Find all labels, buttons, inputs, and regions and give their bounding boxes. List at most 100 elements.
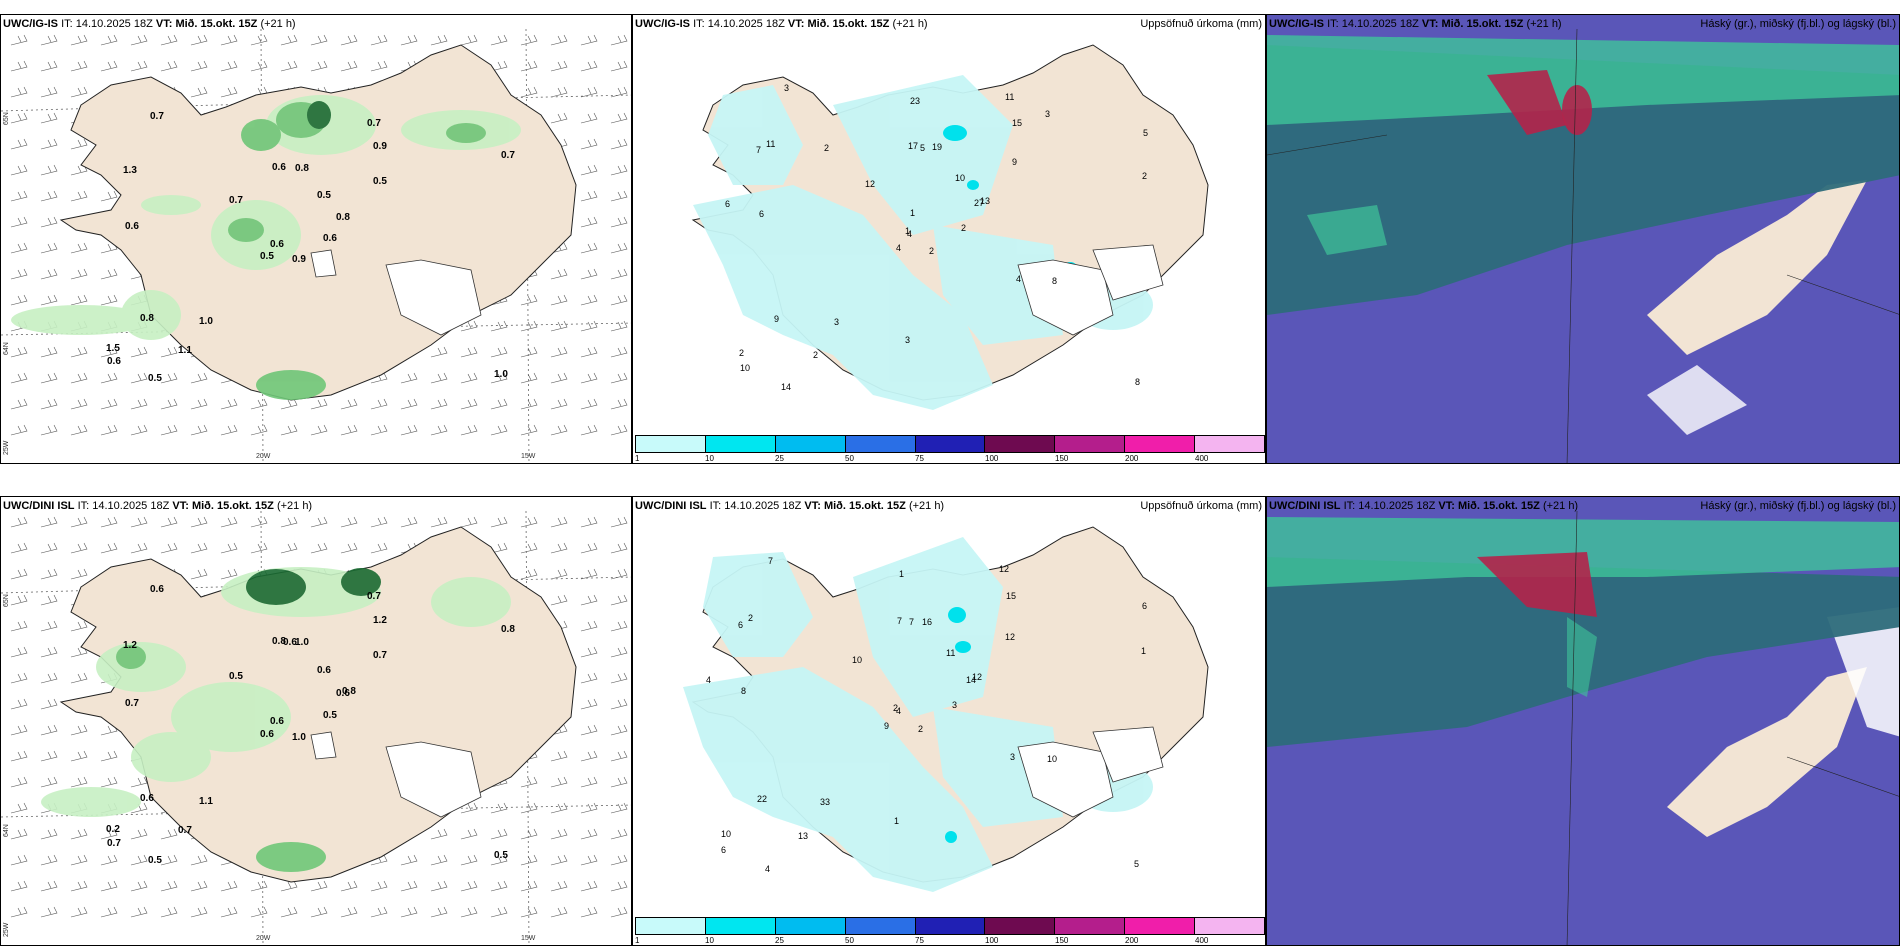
colorbar-label: 10 [705, 454, 714, 463]
map-panel-precip-bottom: UWC/DINI ISL IT: 14.10.2025 18Z VT: Mið.… [632, 496, 1266, 946]
wind-barb [250, 424, 268, 436]
value-label: 8 [1135, 377, 1140, 387]
wind-barb [130, 398, 148, 410]
wind-barb [430, 880, 448, 892]
wind-barb [580, 346, 598, 358]
colorbar-labels: 1 10 25 50 75 100 150 200 400 [635, 454, 1265, 463]
wind-barb [10, 268, 28, 280]
value-label: 16 [922, 617, 932, 627]
wind-barb [310, 424, 328, 436]
panel-title: UWC/DINI ISL IT: 14.10.2025 18Z VT: Mið.… [635, 500, 945, 512]
colorbar-label: 150 [1055, 936, 1069, 945]
wind-barb [280, 60, 298, 72]
wind-barb [520, 776, 538, 788]
value-label: 2 [824, 143, 829, 153]
value-label: 10 [740, 363, 750, 373]
wind-barb [100, 398, 118, 410]
wind-barb [100, 346, 118, 358]
wind-barb [100, 424, 118, 436]
value-label: 2 [918, 724, 923, 734]
wind-barb [40, 242, 58, 254]
wind-barb [310, 542, 328, 554]
wind-barb [580, 776, 598, 788]
wind-barb [400, 854, 418, 866]
wind-barb [10, 372, 28, 384]
wind-barb [70, 34, 88, 46]
value-label: 0.5 [494, 850, 508, 861]
wind-barb [40, 34, 58, 46]
wind-barb [70, 724, 88, 736]
wind-barb [370, 516, 388, 528]
wind-barb [40, 516, 58, 528]
value-label: 6 [1142, 601, 1147, 611]
wind-barb [40, 164, 58, 176]
colorbar-segment [636, 918, 706, 934]
wind-barb [10, 568, 28, 580]
colorbar-segment [985, 436, 1056, 452]
wind-barb [130, 60, 148, 72]
wind-barb [490, 372, 508, 384]
wind-barb [340, 516, 358, 528]
value-label: 0.6 [150, 584, 164, 595]
glaciers [310, 249, 482, 336]
value-label: 0.5 [317, 190, 331, 201]
wind-barb [430, 34, 448, 46]
wind-barb [460, 372, 478, 384]
colorbar-label: 1 [635, 454, 640, 463]
wind-barb [610, 880, 628, 892]
wind-barb [490, 854, 508, 866]
wind-barb [520, 294, 538, 306]
wind-barb [70, 294, 88, 306]
value-label: 0.6 [260, 729, 274, 740]
wind-barb [580, 698, 598, 710]
lon-label-25w: 25W [3, 440, 10, 455]
wind-barb [10, 60, 28, 72]
wind-barb [580, 424, 598, 436]
wind-barb [430, 424, 448, 436]
precip-peaks [945, 607, 971, 843]
wind-barb [130, 424, 148, 436]
wind-barb [490, 346, 508, 358]
wind-barb [490, 320, 508, 332]
wind-barb [550, 34, 568, 46]
wind-barb [610, 854, 628, 866]
value-label: 33 [820, 797, 830, 807]
wind-barb [610, 542, 628, 554]
value-label: 0.6 [107, 356, 121, 367]
wind-barb [190, 372, 208, 384]
colorbar-segment [636, 436, 706, 452]
wind-barb [580, 86, 598, 98]
value-label: 5 [1134, 859, 1139, 869]
wind-barb [280, 398, 298, 410]
wind-barb [130, 906, 148, 918]
wind-barb [130, 880, 148, 892]
value-label: 3 [784, 83, 789, 93]
land-patches [1647, 180, 1867, 355]
wind-barb [460, 346, 478, 358]
wind-barb [550, 346, 568, 358]
wind-barb [310, 906, 328, 918]
wind-barb [40, 672, 58, 684]
wind-barb [310, 60, 328, 72]
wind-barb [40, 60, 58, 72]
wind-barb [610, 190, 628, 202]
wind-barb [190, 34, 208, 46]
wind-barb [610, 646, 628, 658]
wind-barb [400, 398, 418, 410]
wind-barb [610, 60, 628, 72]
value-label: 11 [1005, 92, 1014, 102]
wind-barb [550, 372, 568, 384]
value-label: 19 [932, 142, 942, 152]
iceland-wind-map: 0.91.30.61.50.81.00.70.80.90.60.71.00.60… [1, 28, 631, 463]
colorbar-label: 400 [1195, 936, 1209, 945]
value-label: 14 [966, 675, 976, 685]
colorbar-label: 400 [1195, 454, 1209, 463]
wind-barb [310, 398, 328, 410]
wind-barb [160, 346, 178, 358]
wind-barb [250, 880, 268, 892]
value-label: 0.6 [272, 162, 286, 173]
wind-barb [10, 138, 28, 150]
wind-barb [580, 906, 598, 918]
wind-barb [160, 880, 178, 892]
value-label: 0.6 [336, 688, 350, 699]
